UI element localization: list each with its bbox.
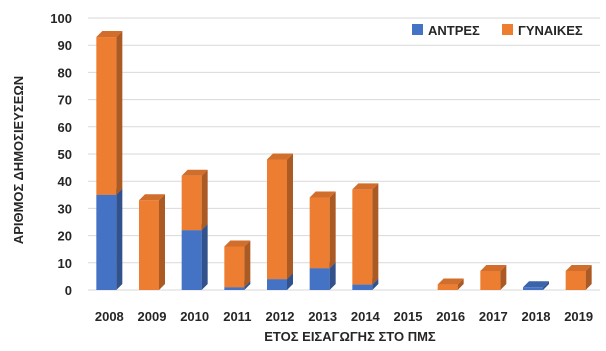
y-tick-label: 70 — [58, 93, 72, 108]
x-tick-label: 2008 — [95, 309, 124, 324]
bar-2008-men — [96, 188, 123, 290]
bar-2010-men — [181, 224, 208, 290]
y-tick-label: 10 — [58, 256, 72, 271]
y-tick-label: 40 — [58, 174, 72, 189]
y-axis-ticks: 0 10 20 30 40 50 60 70 80 90 100 — [50, 11, 72, 298]
gridlines — [88, 17, 600, 291]
bar-2018-men — [523, 281, 549, 290]
bar-2019-women — [565, 264, 592, 290]
legend-swatch-women — [502, 24, 513, 35]
x-tick-label: 2012 — [266, 309, 295, 324]
x-tick-label: 2015 — [394, 309, 423, 324]
bar-2012-women — [267, 153, 293, 280]
y-tick-label: 100 — [50, 11, 72, 26]
x-axis-ticks: 2008 2009 2010 2011 2012 2013 2014 2015 2016 2017… — [95, 309, 593, 324]
x-tick-label: 2018 — [522, 309, 551, 324]
legend: ΑΝΤΡΕΣ ΓΥΝΑΙΚΕΣ — [412, 23, 583, 38]
y-tick-label: 0 — [65, 283, 72, 298]
x-axis-title: ΕΤΟΣ ΕΙΣΑΓΩΓΗΣ ΣΤΟ ΠΜΣ — [264, 329, 436, 344]
x-tick-label: 2010 — [180, 309, 209, 324]
legend-label-men: ΑΝΤΡΕΣ — [428, 23, 480, 38]
y-tick-label: 60 — [58, 120, 72, 135]
y-axis-title: ΑΡΙΘΜΟΣ ΔΗΜΟΣΙΕΥΣΕΩΝ — [11, 76, 26, 244]
bar-2013-women — [309, 191, 336, 269]
legend-label-women: ΓΥΝΑΙΚΕΣ — [518, 23, 583, 38]
bar-2016-women — [437, 278, 464, 290]
x-tick-label: 2017 — [479, 309, 508, 324]
bar-2008-women — [96, 31, 123, 195]
y-tick-label: 30 — [58, 201, 72, 216]
x-tick-label: 2011 — [223, 309, 251, 324]
y-tick-label: 80 — [58, 65, 72, 80]
bar-2011-women — [224, 240, 251, 288]
y-tick-label: 50 — [58, 147, 72, 162]
x-tick-label: 2016 — [436, 309, 465, 324]
x-tick-label: 2009 — [138, 309, 167, 324]
y-tick-label: 20 — [58, 229, 72, 244]
bars — [96, 31, 592, 290]
x-tick-label: 2019 — [564, 309, 593, 324]
x-tick-label: 2013 — [308, 309, 337, 324]
bar-2009-women — [139, 194, 165, 290]
bar-2014-women — [352, 183, 379, 285]
legend-swatch-men — [412, 24, 423, 35]
bar-2010-women — [181, 169, 208, 231]
bar-2017-women — [480, 264, 507, 290]
y-tick-label: 90 — [58, 38, 72, 53]
x-tick-label: 2014 — [351, 309, 381, 324]
